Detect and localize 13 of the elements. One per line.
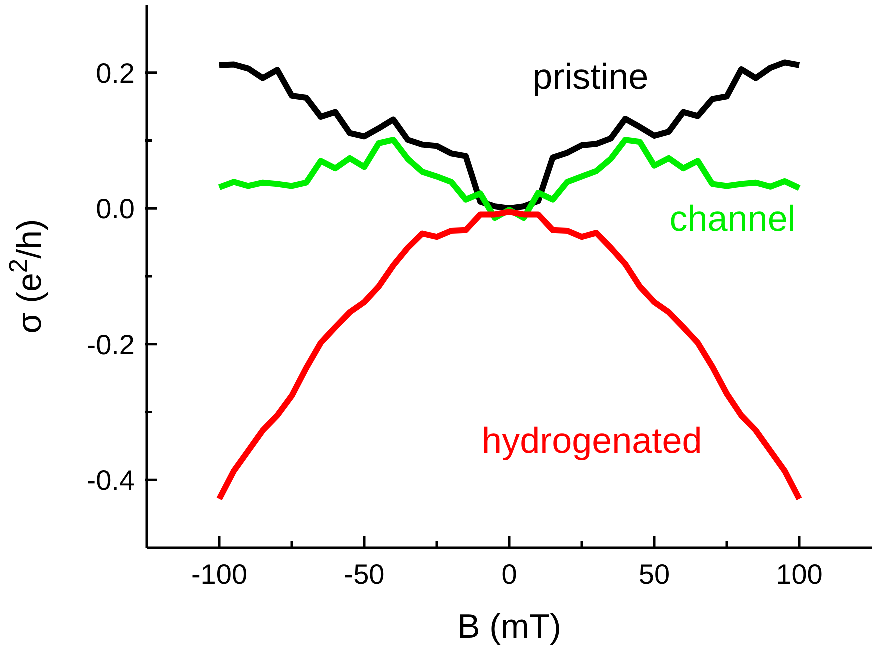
- x-axis-title: B (mT): [458, 608, 562, 646]
- x-tick-label: 50: [638, 559, 670, 590]
- y-tick-label: -0.2: [86, 329, 135, 360]
- y-tick-label: 0.2: [96, 58, 135, 89]
- x-tick-label: -50: [344, 559, 385, 590]
- y-tick-label: 0.0: [96, 194, 135, 225]
- series-label: hydrogenated: [482, 420, 702, 462]
- series-label: pristine: [532, 56, 649, 98]
- y-tick-label: -0.4: [86, 465, 135, 496]
- x-tick-label: 100: [776, 559, 823, 590]
- x-tick-label: 0: [502, 559, 518, 590]
- x-tick-label: -100: [191, 559, 248, 590]
- series-label: channel: [670, 198, 796, 240]
